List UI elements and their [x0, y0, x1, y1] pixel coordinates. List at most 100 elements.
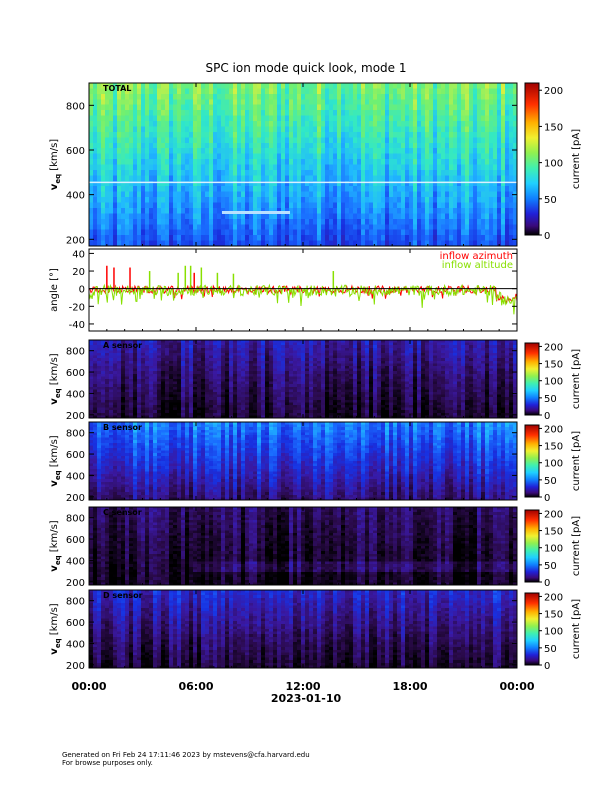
y-tick-label: 800: [66, 514, 85, 525]
colorbar-gradient: [524, 509, 540, 583]
colorbar-tick-label: 0: [544, 231, 550, 242]
legend-entry: inflow azimuth: [440, 251, 513, 262]
colorbar-tick-label: 50: [544, 561, 557, 572]
y-tick-label: -20: [69, 302, 85, 313]
colorbar: 0 50 100 150 200 current [pA]: [524, 424, 582, 504]
y-tick-label: 400: [66, 389, 85, 400]
panel-label: C sensor: [103, 508, 142, 517]
panel-angles: -40 -20 0 20 40 angle [°] inflow azimuthinflow…: [49, 248, 518, 332]
colorbar-tick-label: 0: [544, 578, 550, 589]
heatmap-cells: [89, 507, 518, 586]
colorbar-gradient: [524, 342, 540, 416]
colorbar-tick-label: 50: [544, 476, 557, 487]
y-tick-label: 0: [79, 285, 85, 296]
colorbar-tick-label: 0: [544, 493, 550, 504]
colorbar-tick-label: 0: [544, 411, 550, 422]
heatmap-cells: [89, 422, 518, 501]
colorbar-tick-label: 0: [544, 661, 550, 672]
y-tick-label: 800: [66, 597, 85, 608]
colorbar-tick-label: 200: [544, 509, 563, 520]
y-tick-label: 200: [66, 411, 85, 422]
colorbar-tick-label: 100: [544, 159, 563, 170]
colorbar-tick-label: 150: [544, 610, 563, 621]
y-tick-label: 400: [66, 191, 85, 202]
colorbar-tick-label: 200: [544, 342, 563, 353]
x-tick-label: 12:00: [285, 680, 320, 693]
heatmap-cells: [89, 83, 518, 247]
figure-title: SPC ion mode quick look, mode 1: [206, 61, 407, 75]
date-label: 2023-01-10: [271, 692, 342, 705]
y-tick-label: 400: [66, 639, 85, 650]
y-tick-label: 20: [72, 267, 85, 278]
x-tick-label: 18:00: [392, 680, 427, 693]
panel-label: TOTAL: [103, 84, 131, 93]
colorbar-tick-label: 200: [544, 424, 563, 435]
colorbar: 0 50 100 150 200 current [pA]: [524, 592, 582, 672]
colorbar-tick-label: 200: [544, 592, 563, 603]
footer-generated: Generated on Fri Feb 24 17:11:46 2023 by…: [62, 751, 310, 759]
x-tick-label: 00:00: [71, 680, 106, 693]
y-axis-label: veq [km/s]: [49, 435, 62, 486]
colorbar-tick-label: 100: [544, 377, 563, 388]
y-tick-label: 800: [66, 429, 85, 440]
legend-entry: inflow altitude: [442, 260, 513, 271]
colorbar-tick-label: 100: [544, 459, 563, 470]
colorbar-gradient: [524, 592, 540, 666]
y-axis-label: angle [°]: [49, 268, 60, 312]
colorbar-tick-label: 150: [544, 360, 563, 371]
y-tick-label: 600: [66, 450, 85, 461]
colorbar-tick-label: 100: [544, 627, 563, 638]
y-tick-label: 600: [66, 618, 85, 629]
colorbar-label: current [pA]: [571, 599, 582, 659]
colorbar-tick-label: 150: [544, 442, 563, 453]
heatmap-cells: [89, 340, 518, 419]
y-tick-label: 600: [66, 368, 85, 379]
heatmap-cells: [89, 590, 518, 669]
y-axis-label: veq [km/s]: [49, 603, 62, 654]
y-tick-label: -40: [69, 320, 85, 331]
colorbar-gradient: [524, 82, 540, 236]
y-tick-label: 40: [72, 249, 85, 260]
colorbar-label: current [pA]: [571, 129, 582, 189]
y-tick-label: 800: [66, 101, 85, 112]
colorbar-label: current [pA]: [571, 349, 582, 409]
colorbar-tick-label: 150: [544, 527, 563, 538]
y-tick-label: 600: [66, 146, 85, 157]
y-tick-label: 800: [66, 347, 85, 358]
colorbar-tick-label: 200: [544, 86, 563, 97]
y-tick-label: 400: [66, 471, 85, 482]
y-tick-label: 600: [66, 535, 85, 546]
colorbar-label: current [pA]: [571, 431, 582, 491]
panel-sensor-b: B sensor 200 400 600 800 veq [km/s] 0 50 100 150 2…: [49, 421, 582, 504]
panel-label: A sensor: [103, 341, 142, 350]
y-axis-label: veq [km/s]: [49, 139, 62, 190]
y-axis-label: veq [km/s]: [49, 353, 62, 404]
panel-sensor-c: C sensor 200 400 600 800 veq [km/s] 0 50 100 150 2…: [49, 506, 582, 589]
footer-browse-note: For browse purposes only.: [62, 759, 153, 767]
colorbar-label: current [pA]: [571, 516, 582, 576]
panel-sensor-d: D sensor 200 400 600 800 veq [km/s] 0 50 100 150 2…: [49, 589, 582, 672]
colorbar-tick-label: 50: [544, 644, 557, 655]
time-axis: 00:00 06:00 12:00 18:00 00:00: [71, 83, 535, 693]
y-tick-label: 200: [66, 661, 85, 672]
colorbar-tick-label: 50: [544, 394, 557, 405]
y-axis-label: veq [km/s]: [49, 520, 62, 571]
panel-label: D sensor: [103, 591, 143, 600]
y-tick-label: 200: [66, 493, 85, 504]
panel-label: B sensor: [103, 423, 142, 432]
series-line: [88, 283, 518, 315]
y-tick-label: 200: [66, 235, 85, 246]
colorbar: 0 50 100 150 200 current [pA]: [524, 342, 582, 422]
colorbar: 0 50 100 150 200 current [pA]: [524, 509, 582, 589]
x-tick-label: 00:00: [499, 680, 534, 693]
colorbar-tick-label: 150: [544, 122, 563, 133]
colorbar-tick-label: 100: [544, 544, 563, 555]
x-tick-label: 06:00: [178, 680, 213, 693]
y-tick-label: 400: [66, 556, 85, 567]
colorbar: 0 50 100 150 200 current [pA]: [524, 82, 582, 242]
panel-sensor-a: A sensor 200 400 600 800 veq [km/s] 0 50 100 150 2…: [49, 339, 582, 422]
colorbar-tick-label: 50: [544, 195, 557, 206]
colorbar-gradient: [524, 424, 540, 498]
panel-total: TOTAL 200 400 600 800 veq [km/s] 0 50 100 150 200 c…: [49, 82, 582, 247]
